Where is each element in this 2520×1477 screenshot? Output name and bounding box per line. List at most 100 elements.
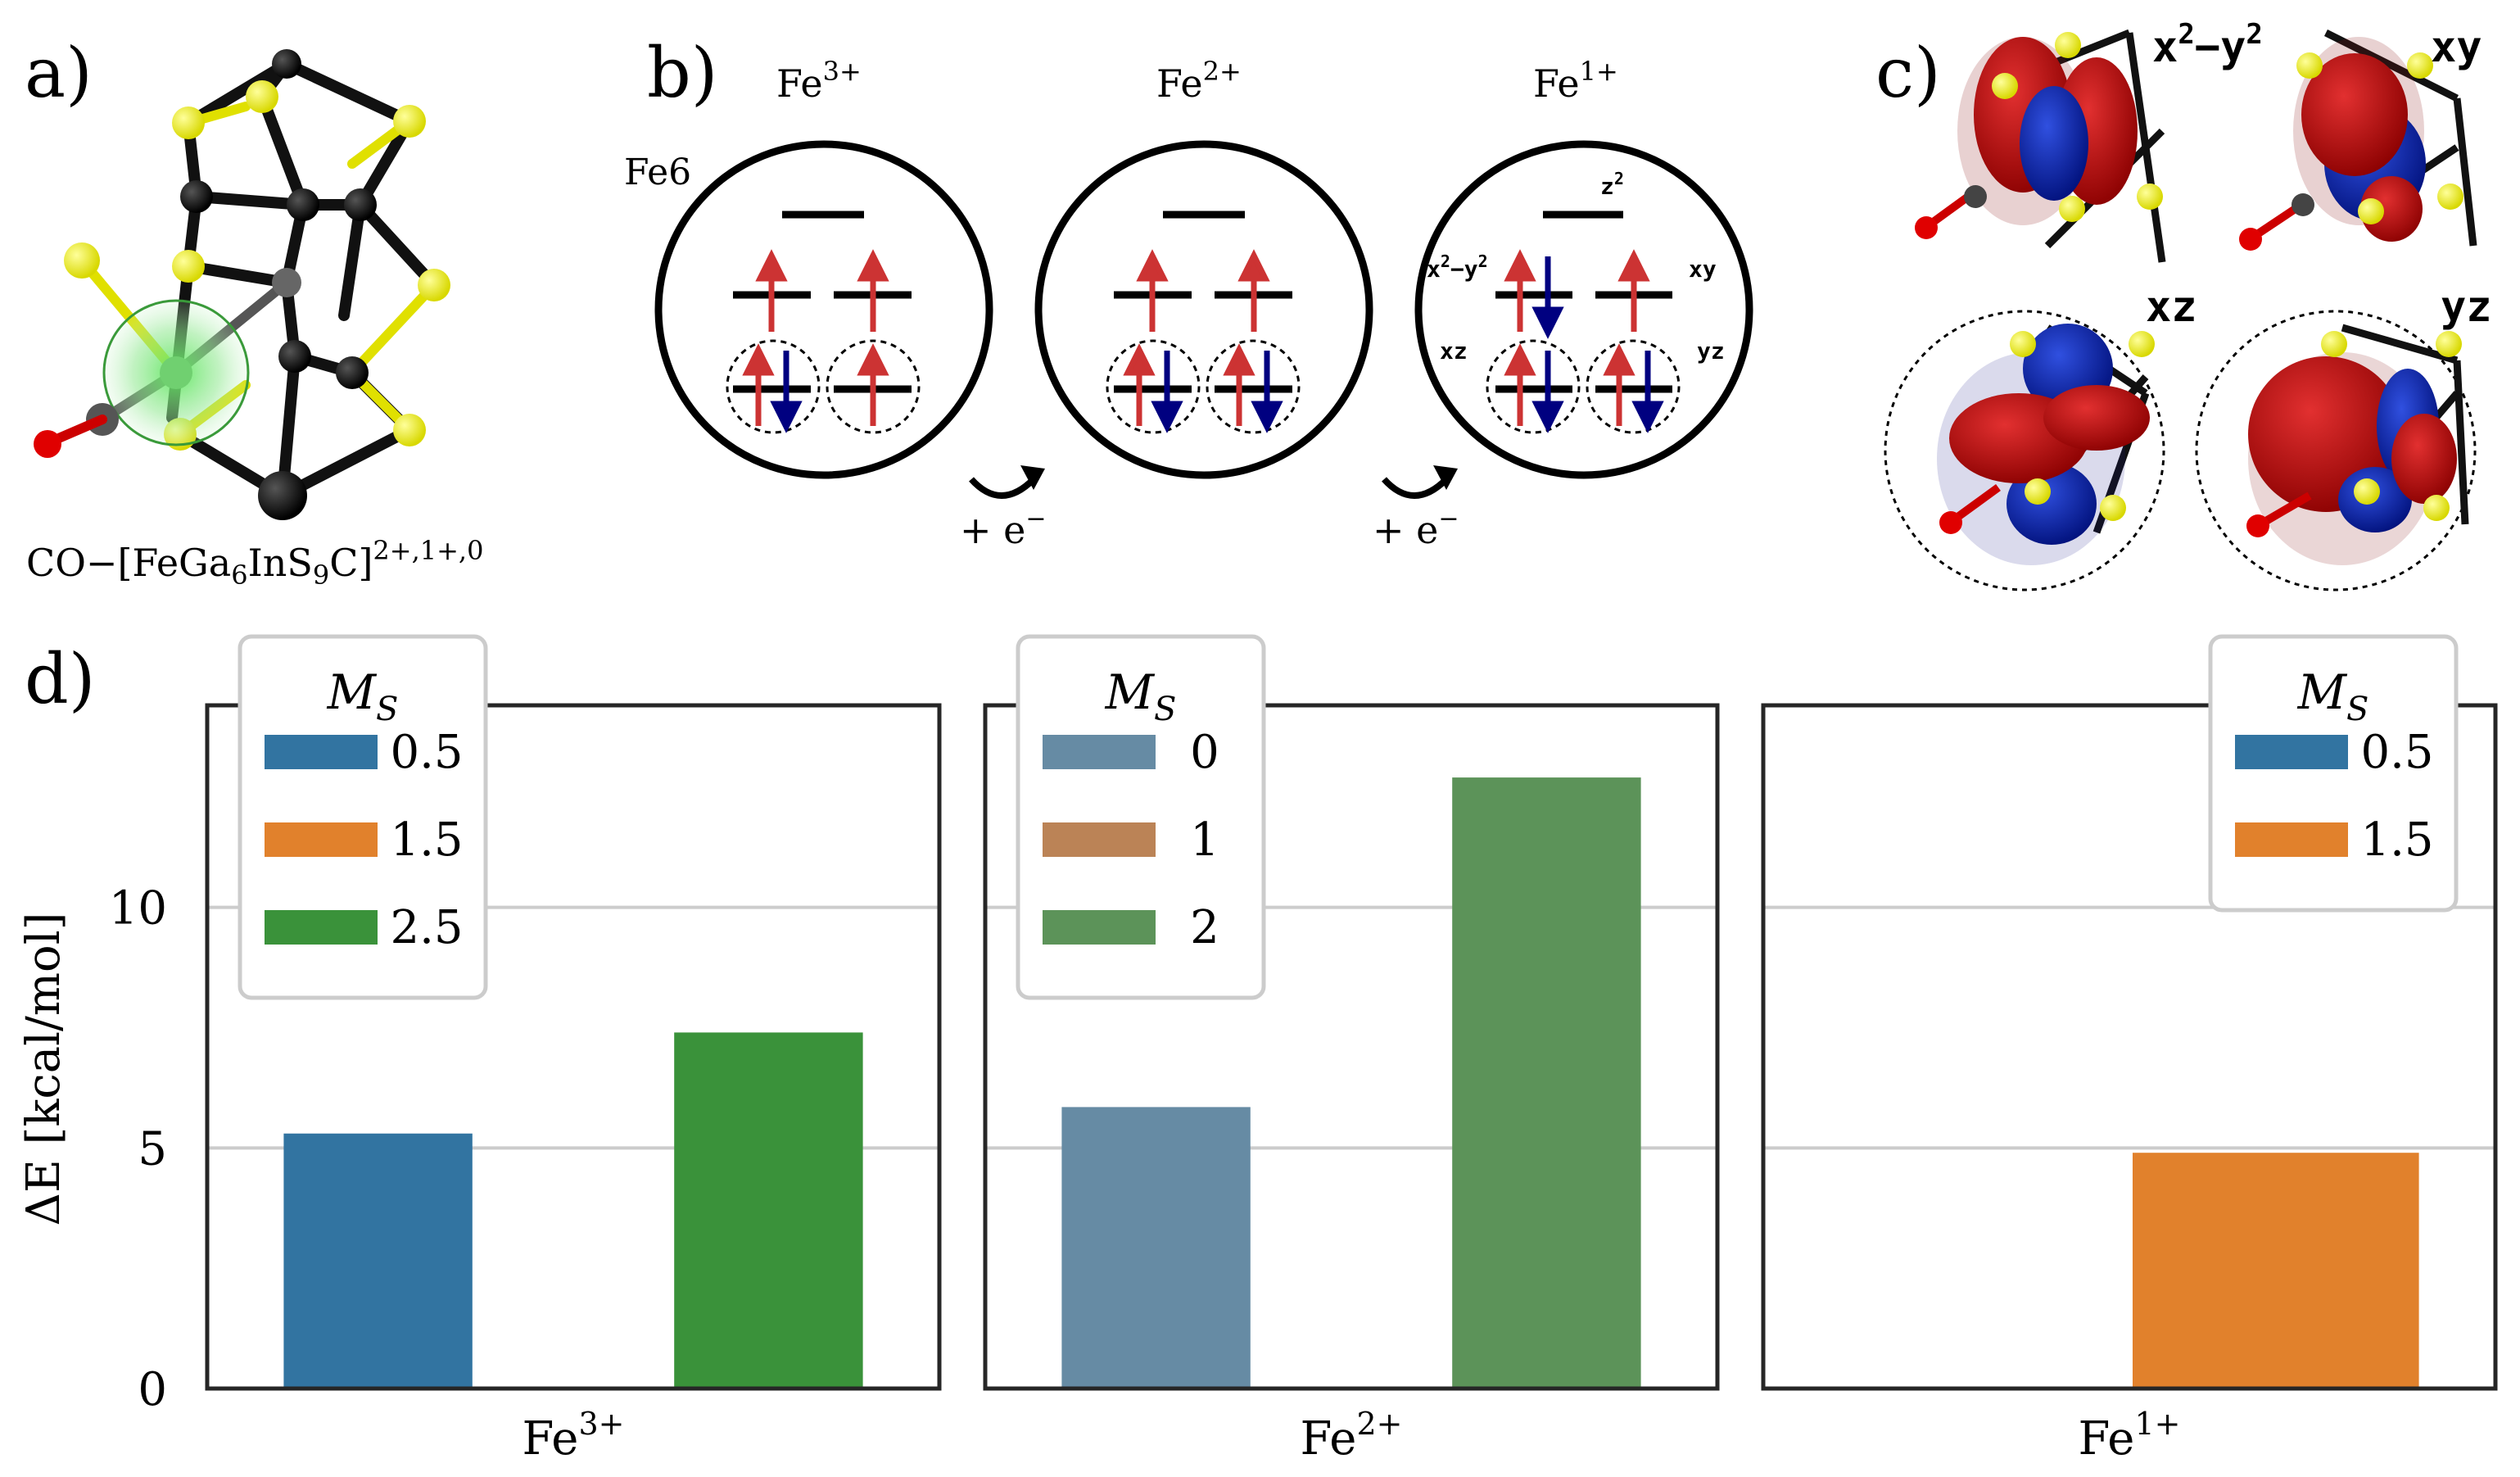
orbital-render-xz: xz <box>1884 283 2197 591</box>
legend: MS0 1 2 <box>1016 634 1266 1000</box>
x-axis-label: Fe2+ <box>1301 1406 1403 1466</box>
orbital-lobe-red <box>2391 414 2457 504</box>
orbital-label-sup: 2 <box>2246 18 2262 51</box>
axes-frame <box>1761 703 2498 1391</box>
state-title-fe2: Fe2+ <box>1156 56 1242 106</box>
state-circle <box>1034 140 1373 479</box>
site-label: Fe6 <box>624 152 691 193</box>
legend-title-text: M <box>2297 664 2348 720</box>
y-tick-label: 5 <box>138 1122 167 1176</box>
spin-up-arrows <box>742 249 889 426</box>
highlight-circle <box>1586 339 1681 434</box>
legend-label: 0 <box>1190 726 1219 779</box>
spin-down-arrows <box>1531 256 1664 433</box>
orbital-render-x2y2: x2−y2 <box>1915 18 2263 263</box>
panel-c: c) x2−y2 xy <box>1875 18 2492 591</box>
x-axis-label-text: Fe <box>523 1412 579 1466</box>
orbital-lobe-red <box>2360 176 2423 242</box>
atom-o <box>34 430 61 458</box>
legend: MS0.5 1.5 2.5 <box>238 634 488 1000</box>
legend-label: 2 <box>1190 901 1219 954</box>
state-charge: 1+ <box>1580 56 1618 87</box>
legend-swatch <box>1043 735 1156 769</box>
legend-label: 0.5 <box>2360 726 2433 779</box>
legend-label: 1.5 <box>390 813 463 867</box>
atom-in <box>258 471 307 520</box>
legend-label: 1 <box>1190 813 1219 867</box>
x-axis-label-sup: 2+ <box>1356 1406 1402 1442</box>
curved-arrow-icon <box>969 477 1036 499</box>
spin-down-arrows <box>770 351 803 433</box>
atom-c <box>272 49 301 79</box>
highlight-circle <box>1106 339 1201 434</box>
chart-facet: Fe1+ MS0.5 1.5 <box>1761 634 2498 1466</box>
orbital-label: x2−y2 <box>2152 18 2263 72</box>
state-circle <box>1414 140 1753 479</box>
legend-title-text: M <box>327 664 378 720</box>
panel-d: d) ΔE [kcal/mol] Fe3+MS0.51.52.5Fe2+MS01… <box>17 634 2498 1466</box>
atom-ga <box>278 340 311 373</box>
orbital-label-yz: yz <box>1697 338 1725 365</box>
cluster-structure <box>34 49 450 520</box>
atom-ga <box>287 188 319 221</box>
state-ion: Fe <box>1156 61 1203 106</box>
orbital-label-sup: 2 <box>1478 251 1488 271</box>
atom-s <box>64 242 100 279</box>
reduction-label: + e− <box>960 505 1047 552</box>
panel-d-label: d) <box>25 639 96 719</box>
reduction-arrow-1: + e− <box>960 465 1047 552</box>
atom-o <box>2246 514 2269 537</box>
atom-fe <box>160 356 192 389</box>
reduction-text: + e <box>1373 508 1438 552</box>
state-title-fe1: Fe1+ <box>1533 56 1618 106</box>
x-axis-label-text: Fe <box>1301 1412 1357 1466</box>
y-tick-label: 10 <box>109 882 167 936</box>
orbital-lobe-red <box>2043 385 2150 451</box>
legend-title-sub: S <box>376 691 398 728</box>
orbital-render-yz: yz <box>2195 283 2492 591</box>
spin-down-arrows <box>1151 351 1283 433</box>
orbital-label-text: −y <box>2195 23 2246 72</box>
chart-facet: Fe3+ MS0.5 1.5 2.5 <box>205 634 942 1466</box>
atom-s <box>172 250 205 283</box>
state-title-fe3: Fe3+ <box>776 56 862 106</box>
state-charge: 3+ <box>823 56 862 87</box>
panel-c-label: c) <box>1875 33 1941 113</box>
atom-s <box>393 105 426 138</box>
formula-part: C] <box>329 541 373 585</box>
orbital-label-xz: xz <box>1440 338 1468 365</box>
x-axis-label-sup: 3+ <box>578 1406 624 1442</box>
y-tick-label: 0 <box>138 1363 167 1416</box>
legend-label: 0.5 <box>390 726 463 779</box>
bar <box>674 1032 863 1389</box>
orbital-diagram-fe1: z2 x2−y2 xy xz yz <box>1414 140 1753 479</box>
bar <box>1061 1107 1251 1389</box>
panel-b: b) Fe6 Fe3+ Fe2+ Fe1+ <box>624 33 1753 552</box>
legend-title-text: M <box>1105 664 1156 720</box>
state-ion: Fe <box>776 61 823 106</box>
legend: MS0.5 1.5 <box>2208 634 2459 913</box>
atom-s <box>246 80 278 113</box>
formula-subscript: 6 <box>231 560 247 591</box>
atom-ga <box>336 356 369 389</box>
legend-swatch <box>265 822 378 857</box>
arrow-head-icon <box>1433 465 1458 490</box>
orbital-diagram-fe2 <box>1034 140 1373 479</box>
x-axis-label-sup: 1+ <box>2134 1406 2180 1442</box>
formula-part: [FeGa <box>117 541 231 585</box>
reduction-text: + e <box>960 508 1025 552</box>
axes-frame <box>983 703 1720 1391</box>
reduction-arrow-2: + e− <box>1373 465 1459 552</box>
orbital-render-xy: xy <box>2239 23 2482 251</box>
orbital-label-text: −y <box>1450 256 1478 283</box>
orbital-lobe-blue <box>2020 86 2088 201</box>
formula-part: CO <box>26 541 86 585</box>
atom-c-center <box>272 268 301 297</box>
legend-swatch <box>2235 735 2348 769</box>
atom-s <box>418 269 450 301</box>
atom-s <box>172 106 205 139</box>
atom-o <box>1915 216 1938 239</box>
legend-title: MS <box>2297 664 2369 728</box>
